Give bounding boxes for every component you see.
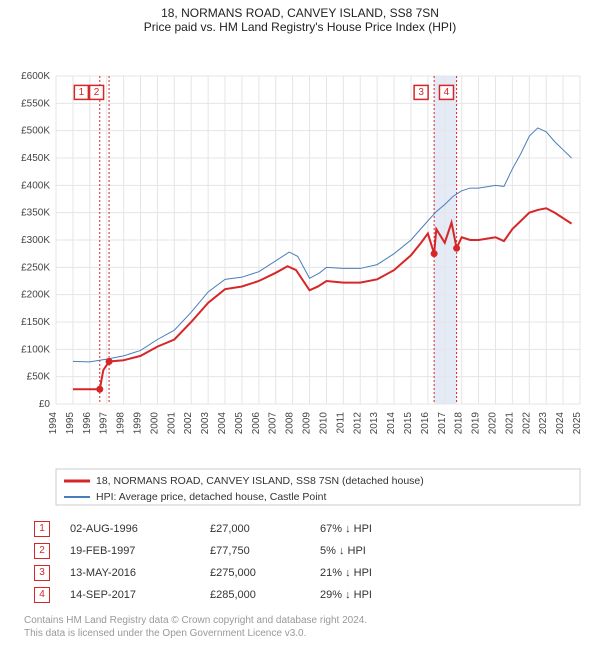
x-tick-label: 2006: [251, 412, 262, 435]
marker-number: 2: [94, 87, 100, 98]
y-tick-label: £200K: [21, 290, 50, 301]
event-marker-cell: 3: [24, 562, 60, 584]
x-tick-label: 2001: [166, 412, 177, 435]
footer-line2: This data is licensed under the Open Gov…: [24, 627, 576, 640]
x-tick-label: 1994: [48, 412, 59, 435]
footer: Contains HM Land Registry data © Crown c…: [0, 610, 600, 648]
chart-svg: £0 £50K £100K £150K £200K £250K £300K £350K £400…: [0, 34, 600, 512]
x-tick-label: 2025: [572, 412, 583, 435]
legend-label: HPI: Average price, detached house, Cast…: [96, 491, 326, 503]
event-marker-box: 3: [34, 565, 50, 581]
x-tick-label: 2015: [403, 412, 414, 435]
x-tick-label: 1999: [133, 412, 144, 435]
x-tick-label: 2016: [420, 412, 431, 435]
legend-label: 18, NORMANS ROAD, CANVEY ISLAND, SS8 7SN…: [96, 475, 424, 487]
marker-dot: [431, 250, 438, 257]
event-delta: 29% ↓ HPI: [310, 584, 382, 606]
event-marker-cell: 1: [24, 518, 60, 540]
y-tick-label: £500K: [21, 126, 50, 137]
x-tick-label: 2002: [183, 412, 194, 435]
marker-dot: [96, 386, 103, 393]
y-tick-label: £0: [39, 399, 51, 410]
event-marker-box: 1: [34, 521, 50, 537]
marker-number: 1: [79, 87, 85, 98]
x-tick-label: 2024: [555, 412, 566, 435]
x-tick-label: 2019: [471, 412, 482, 435]
arrow-down-icon: ↓: [345, 589, 351, 601]
event-delta: 21% ↓ HPI: [310, 562, 382, 584]
arrow-down-icon: ↓: [345, 567, 351, 579]
event-delta: 5% ↓ HPI: [310, 540, 382, 562]
x-tick-label: 2012: [352, 412, 363, 435]
x-tick-label: 1997: [99, 412, 110, 435]
event-marker-box: 4: [34, 587, 50, 603]
chart-area: £0 £50K £100K £150K £200K £250K £300K £350K £400…: [0, 34, 600, 512]
x-tick-label: 1998: [116, 412, 127, 435]
x-tick-label: 2013: [369, 412, 380, 435]
x-tick-label: 2005: [234, 412, 245, 435]
marker-number: 3: [418, 87, 424, 98]
event-row: 1 02-AUG-1996£27,00067% ↓ HPI: [24, 518, 382, 540]
events-table-wrap: 1 02-AUG-1996£27,00067% ↓ HPI 2 19-FEB-1997…: [0, 512, 600, 610]
x-tick-label: 2007: [268, 412, 279, 435]
x-tick-label: 2009: [302, 412, 313, 435]
event-price: £285,000: [200, 584, 310, 606]
event-marker-cell: 4: [24, 584, 60, 606]
title-line2: Price paid vs. HM Land Registry's House …: [0, 20, 600, 34]
y-tick-label: £400K: [21, 180, 50, 191]
x-tick-label: 2010: [318, 412, 329, 435]
x-tick-label: 2008: [285, 412, 296, 435]
marker-dot: [453, 245, 460, 252]
y-tick-label: £600K: [21, 71, 50, 82]
marker-number: 4: [444, 87, 450, 98]
y-tick-label: £150K: [21, 317, 50, 328]
chart-title-block: 18, NORMANS ROAD, CANVEY ISLAND, SS8 7SN…: [0, 0, 600, 34]
event-row: 2 19-FEB-1997£77,7505% ↓ HPI: [24, 540, 382, 562]
x-tick-label: 2017: [437, 412, 448, 435]
event-marker-cell: 2: [24, 540, 60, 562]
event-date: 02-AUG-1996: [60, 518, 200, 540]
x-tick-label: 2000: [149, 412, 160, 435]
event-delta: 67% ↓ HPI: [310, 518, 382, 540]
x-tick-label: 2020: [487, 412, 498, 435]
y-tick-label: £250K: [21, 262, 50, 273]
title-line1: 18, NORMANS ROAD, CANVEY ISLAND, SS8 7SN: [0, 6, 600, 20]
y-tick-label: £50K: [27, 372, 51, 383]
y-tick-label: £100K: [21, 344, 50, 355]
x-tick-label: 2014: [386, 412, 397, 435]
marker-dot: [106, 358, 113, 365]
x-tick-label: 2018: [454, 412, 465, 435]
event-date: 13-MAY-2016: [60, 562, 200, 584]
y-tick-label: £450K: [21, 153, 50, 164]
event-price: £77,750: [200, 540, 310, 562]
x-tick-label: 1995: [65, 412, 76, 435]
x-tick-label: 1996: [82, 412, 93, 435]
x-tick-label: 2011: [335, 412, 346, 434]
event-date: 19-FEB-1997: [60, 540, 200, 562]
x-tick-label: 2004: [217, 412, 228, 435]
y-tick-label: £300K: [21, 235, 50, 246]
x-tick-label: 2023: [538, 412, 549, 435]
y-tick-label: £550K: [21, 98, 50, 109]
x-tick-label: 2003: [200, 412, 211, 435]
x-tick-label: 2022: [521, 412, 532, 435]
event-date: 14-SEP-2017: [60, 584, 200, 606]
events-table: 1 02-AUG-1996£27,00067% ↓ HPI 2 19-FEB-1997…: [24, 518, 382, 606]
event-marker-box: 2: [34, 543, 50, 559]
event-price: £275,000: [200, 562, 310, 584]
y-tick-label: £350K: [21, 208, 50, 219]
arrow-down-icon: ↓: [339, 545, 345, 557]
footer-line1: Contains HM Land Registry data © Crown c…: [24, 614, 576, 627]
event-row: 4 14-SEP-2017£285,00029% ↓ HPI: [24, 584, 382, 606]
x-tick-label: 2021: [504, 412, 515, 435]
arrow-down-icon: ↓: [345, 523, 351, 535]
event-row: 3 13-MAY-2016£275,00021% ↓ HPI: [24, 562, 382, 584]
event-price: £27,000: [200, 518, 310, 540]
